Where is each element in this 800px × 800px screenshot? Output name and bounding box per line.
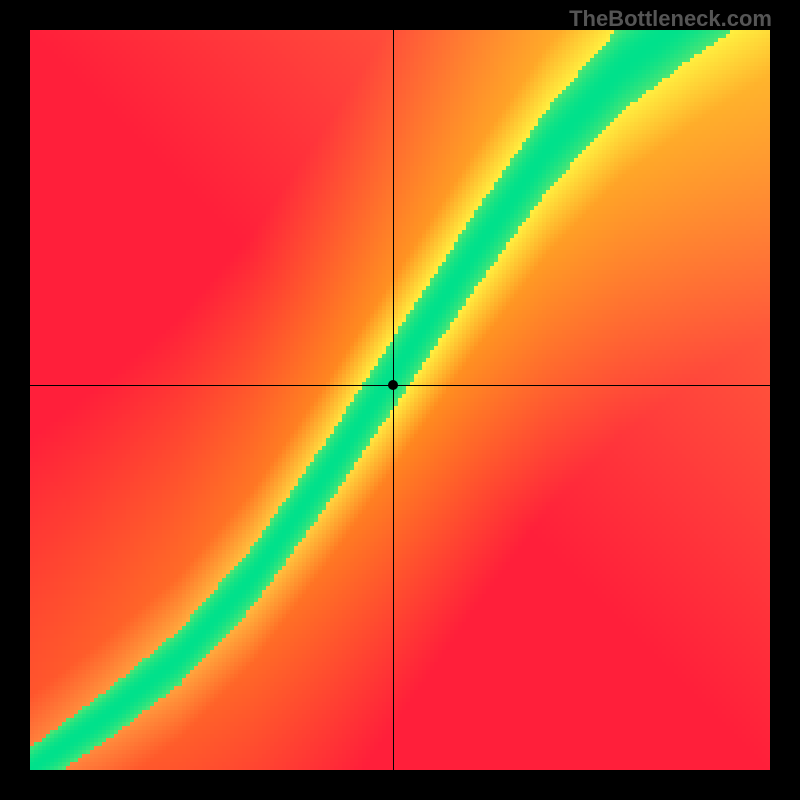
attribution-label: TheBottleneck.com (569, 6, 772, 31)
crosshair-horizontal (30, 385, 770, 386)
attribution-text: TheBottleneck.com (569, 6, 772, 32)
operating-point-marker (388, 380, 398, 390)
crosshair-vertical (393, 30, 394, 770)
figure-root: TheBottleneck.com (0, 0, 800, 800)
plot-area (30, 30, 770, 770)
bottleneck-heatmap (30, 30, 770, 770)
